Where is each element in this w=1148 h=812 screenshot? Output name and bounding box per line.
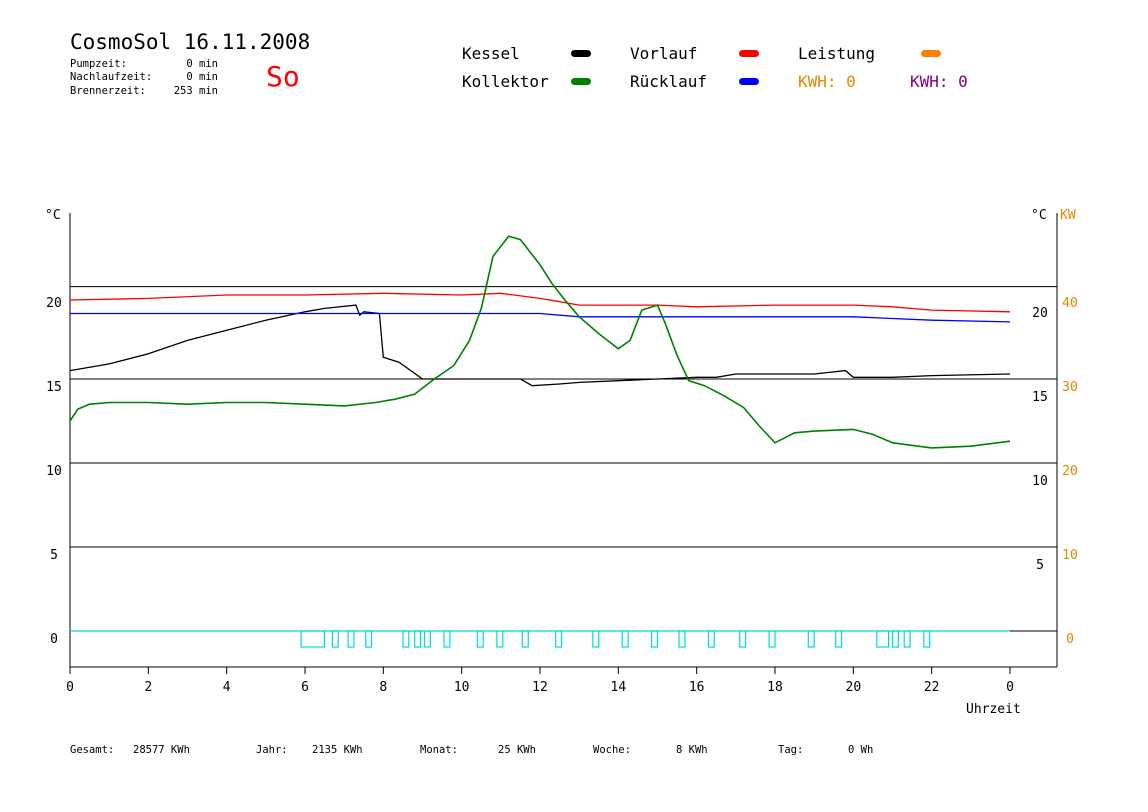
pump-pulse — [521, 630, 529, 648]
legend-swatch-vorlauf — [739, 50, 759, 57]
pump-pulse — [300, 630, 326, 648]
y-tick-label-power: 10 — [1062, 548, 1078, 563]
x-tick-label: 4 — [223, 680, 231, 695]
day-total-label: Tag: — [778, 744, 804, 756]
y-tick-label-right: 5 — [1036, 558, 1044, 573]
pump-pulse — [678, 630, 686, 648]
pump-pulse — [423, 630, 431, 648]
legend-label-ruecklauf: Rücklauf — [630, 72, 708, 91]
x-tick-label: 18 — [767, 680, 783, 695]
pump-pulse — [476, 630, 484, 648]
total-label: Gesamt: — [70, 744, 115, 756]
pump-pulse — [331, 630, 339, 648]
month-label: Monat: — [420, 744, 458, 756]
pump-pulse — [365, 630, 373, 648]
left-axis-unit: °C — [45, 208, 61, 223]
series-line-vorlauf — [69, 292, 1011, 313]
legend-label-kessel: Kessel — [462, 44, 520, 63]
pump-pulse — [876, 630, 890, 648]
pump-pulse — [496, 630, 504, 648]
series-line-kollektor — [69, 235, 1011, 449]
x-tick-label: 16 — [689, 680, 705, 695]
x-tick-label: 10 — [454, 680, 470, 695]
x-tick-label: 8 — [379, 680, 387, 695]
y-tick-label-left: 5 — [50, 548, 58, 563]
x-tick-label: 2 — [144, 680, 152, 695]
legend-label-leistung: Leistung — [798, 44, 876, 63]
y-tick-label-left: 15 — [46, 380, 62, 395]
y-tick-label-left: 0 — [50, 632, 58, 647]
y-tick-label-right: 20 — [1032, 306, 1048, 321]
series-line-kessel — [69, 304, 1011, 387]
legend-swatch-kollektor — [571, 78, 591, 85]
x-tick-label: 0 — [1006, 680, 1014, 695]
y-tick-label-right: 10 — [1032, 474, 1048, 489]
brennerzeit-label: Brennerzeit: — [70, 85, 146, 97]
day-total-value: 0 Wh — [848, 744, 874, 756]
pump-pulse — [923, 630, 931, 648]
y-tick-label-power: 30 — [1062, 380, 1078, 395]
nachlaufzeit-label: Nachlaufzeit: — [70, 71, 153, 83]
y-tick-label-power: 20 — [1062, 464, 1078, 479]
kwh-orange: KWH: 0 — [798, 72, 856, 91]
pump-pulse — [903, 630, 911, 648]
legend-swatch-leistung — [921, 50, 941, 57]
pump-pulse — [768, 630, 776, 648]
series-line-ruecklauf — [70, 312, 1011, 323]
total-value: 28577 KWh — [133, 744, 190, 756]
x-tick-label: 0 — [66, 680, 74, 695]
pump-pulse — [347, 630, 355, 648]
pump-pulse — [891, 630, 899, 648]
x-tick-label: 12 — [532, 680, 548, 695]
x-axis-label: Uhrzeit — [966, 702, 1021, 717]
kwh-purple: KWH: 0 — [910, 72, 968, 91]
nachlaufzeit-value: 0 min — [186, 71, 218, 83]
year-value: 2135 KWh — [312, 744, 363, 756]
pump-pulse — [835, 630, 843, 648]
pump-pulse — [414, 630, 422, 648]
y-tick-label-left: 20 — [46, 296, 62, 311]
chart-title: CosmoSol 16.11.2008 — [70, 30, 311, 54]
week-value: 8 KWh — [676, 744, 708, 756]
pump-pulse — [443, 630, 451, 648]
legend-label-kollektor: Kollektor — [462, 72, 549, 91]
y-tick-label-right: 15 — [1032, 390, 1048, 405]
y-tick-label-power: 40 — [1062, 296, 1078, 311]
year-label: Jahr: — [256, 744, 288, 756]
pumpzeit-label: Pumpzeit: — [70, 58, 127, 70]
x-tick-label: 20 — [846, 680, 862, 695]
pump-pulse — [621, 630, 629, 648]
pump-pulse — [807, 630, 815, 648]
x-tick-label: 6 — [301, 680, 309, 695]
y-tick-label-power: 0 — [1066, 632, 1074, 647]
x-tick-label: 22 — [924, 680, 940, 695]
x-tick-label: 14 — [611, 680, 627, 695]
pump-pulse — [707, 630, 715, 648]
power-axis-unit: KW — [1060, 208, 1076, 223]
week-label: Woche: — [593, 744, 631, 756]
pump-pulse — [555, 630, 563, 648]
brennerzeit-value: 253 min — [173, 85, 218, 97]
pump-pulse — [739, 630, 747, 648]
weekday-label: So — [266, 60, 300, 93]
legend-swatch-ruecklauf — [739, 78, 759, 85]
y-tick-label-left: 10 — [46, 464, 62, 479]
pump-pulse — [402, 630, 410, 648]
pumpzeit-value: 0 min — [186, 58, 218, 70]
right-axis-unit: °C — [1031, 208, 1047, 223]
pump-pulse — [651, 630, 659, 648]
legend-label-vorlauf: Vorlauf — [630, 44, 698, 63]
month-value: 25 KWh — [498, 744, 536, 756]
pump-pulse — [592, 630, 600, 648]
legend-swatch-kessel — [571, 50, 591, 57]
